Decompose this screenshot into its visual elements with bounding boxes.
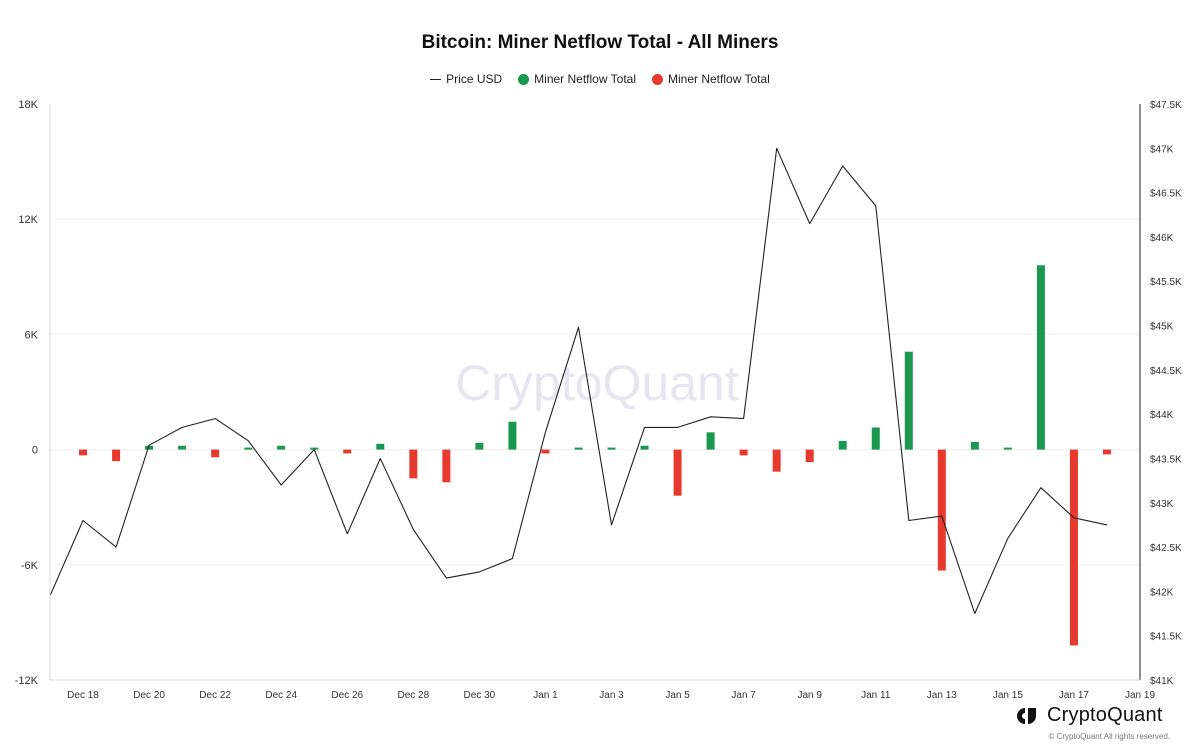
- x-tick-label: Jan 7: [731, 690, 756, 701]
- netflow-bar: [475, 442, 484, 450]
- netflow-bar: [178, 445, 187, 450]
- cryptoquant-logo-icon: [1017, 707, 1036, 724]
- y-right-tick-label: $47K: [1150, 144, 1174, 155]
- netflow-bar: [277, 445, 286, 450]
- legend-item-netflow-positive[interactable]: Miner Netflow Total: [518, 72, 636, 86]
- price-line: [49, 147, 1108, 615]
- y-right-tick-label: $44.5K: [1150, 366, 1182, 377]
- netflow-bar: [310, 447, 319, 450]
- netflow-bar: [1003, 447, 1012, 450]
- y-left-tick-label: 0: [32, 445, 38, 457]
- legend-dot-green: [518, 73, 530, 85]
- legend-item-netflow-negative[interactable]: Miner Netflow Total: [652, 72, 770, 86]
- netflow-bar: [673, 449, 682, 496]
- netflow-bar: [145, 445, 154, 450]
- x-tick-label: Jan 13: [927, 690, 957, 701]
- netflow-bar: [838, 440, 847, 450]
- x-tick-label: Jan 11: [861, 690, 891, 701]
- netflow-bar: [541, 449, 550, 454]
- x-tick-label: Jan 5: [665, 690, 690, 701]
- copyright-text: © CryptoQuant All rights reserved.: [1048, 732, 1171, 741]
- netflow-bar: [244, 447, 253, 450]
- netflow-bar: [409, 449, 418, 479]
- y-right-tick-label: $45K: [1150, 322, 1174, 333]
- netflow-bar: [937, 449, 946, 571]
- netflow-bar: [574, 447, 583, 450]
- netflow-bar: [112, 449, 121, 462]
- netflow-bar: [79, 449, 88, 456]
- axes: 18K 12K 6K 0 -6K -12K $47.5K $47K $46.5K $46K $45.…: [15, 99, 1182, 701]
- netflow-bar: [805, 449, 814, 463]
- netflow-bar: [442, 449, 451, 483]
- y-right-tick-label: $41K: [1150, 676, 1174, 687]
- y-left-tick-label: 6K: [25, 329, 39, 341]
- y-left-tick-label: 12K: [18, 214, 38, 226]
- netflow-bar: [970, 441, 979, 450]
- y-right-tick-label: $43K: [1150, 499, 1174, 510]
- y-right-tick-label: $42K: [1150, 587, 1174, 598]
- x-tick-label: Jan 9: [797, 690, 822, 701]
- netflow-bar: [640, 445, 649, 450]
- brand-name: CryptoQuant: [1047, 704, 1163, 726]
- legend-label-netflow-negative: Miner Netflow Total: [668, 72, 770, 86]
- x-tick-label: Dec 22: [199, 690, 231, 701]
- netflow-bar: [904, 351, 913, 450]
- netflow-bars: [79, 265, 1111, 646]
- netflow-bar: [508, 421, 517, 450]
- netflow-bar: [607, 447, 616, 450]
- netflow-bar: [1036, 265, 1045, 450]
- x-tick-label: Dec 24: [265, 690, 297, 701]
- y-right-tick-label: $43.5K: [1150, 454, 1182, 465]
- x-tick-label: Jan 3: [599, 690, 624, 701]
- y-right-tick-label: $44K: [1150, 410, 1174, 421]
- y-right-tick-label: $46.5K: [1150, 189, 1182, 200]
- x-tick-label: Jan 1: [533, 690, 558, 701]
- x-tick-label: Dec 28: [397, 690, 429, 701]
- y-right-tick-label: $45.5K: [1150, 277, 1182, 288]
- x-tick-label: Dec 30: [464, 690, 496, 701]
- legend-dot-red: [652, 73, 663, 85]
- y-right-tick-label: $46K: [1150, 233, 1174, 244]
- chart-legend: Price USD Miner Netflow Total Miner Netf…: [0, 72, 1200, 86]
- watermark-text: CryptoQuant: [455, 355, 739, 411]
- legend-label-netflow-positive: Miner Netflow Total: [534, 72, 636, 86]
- legend-item-price[interactable]: Price USD: [430, 72, 502, 86]
- legend-label-price: Price USD: [446, 72, 503, 86]
- x-tick-label: Jan 17: [1059, 690, 1089, 701]
- legend-line-swatch: [430, 78, 442, 80]
- x-tick-label: Dec 20: [133, 690, 165, 701]
- netflow-bar: [772, 449, 781, 472]
- x-tick-label: Dec 26: [331, 690, 363, 701]
- y-left-tick-label: -12K: [15, 675, 39, 687]
- y-right-tick-label: $41.5K: [1150, 632, 1182, 643]
- y-right-tick-label: $47.5K: [1150, 100, 1182, 111]
- netflow-bar: [739, 449, 748, 456]
- netflow-bar: [211, 449, 220, 458]
- x-tick-label: Jan 15: [993, 690, 1023, 701]
- netflow-bar: [376, 443, 385, 450]
- netflow-bar: [1069, 449, 1078, 646]
- x-tick-label: Dec 18: [67, 690, 99, 701]
- y-right-tick-label: $42.5K: [1150, 543, 1182, 554]
- y-left-tick-label: -6K: [21, 560, 39, 572]
- chart-title: Bitcoin: Miner Netflow Total - All Miner…: [421, 32, 779, 53]
- netflow-bar: [871, 427, 880, 450]
- x-tick-label: Jan 19: [1125, 690, 1155, 701]
- y-left-tick-label: 18K: [18, 99, 38, 111]
- netflow-bar: [1102, 449, 1111, 455]
- netflow-bar: [343, 449, 352, 454]
- brand-logo: CryptoQuant: [1015, 704, 1163, 727]
- netflow-bar: [706, 432, 715, 450]
- price-line-group: [49, 147, 1108, 615]
